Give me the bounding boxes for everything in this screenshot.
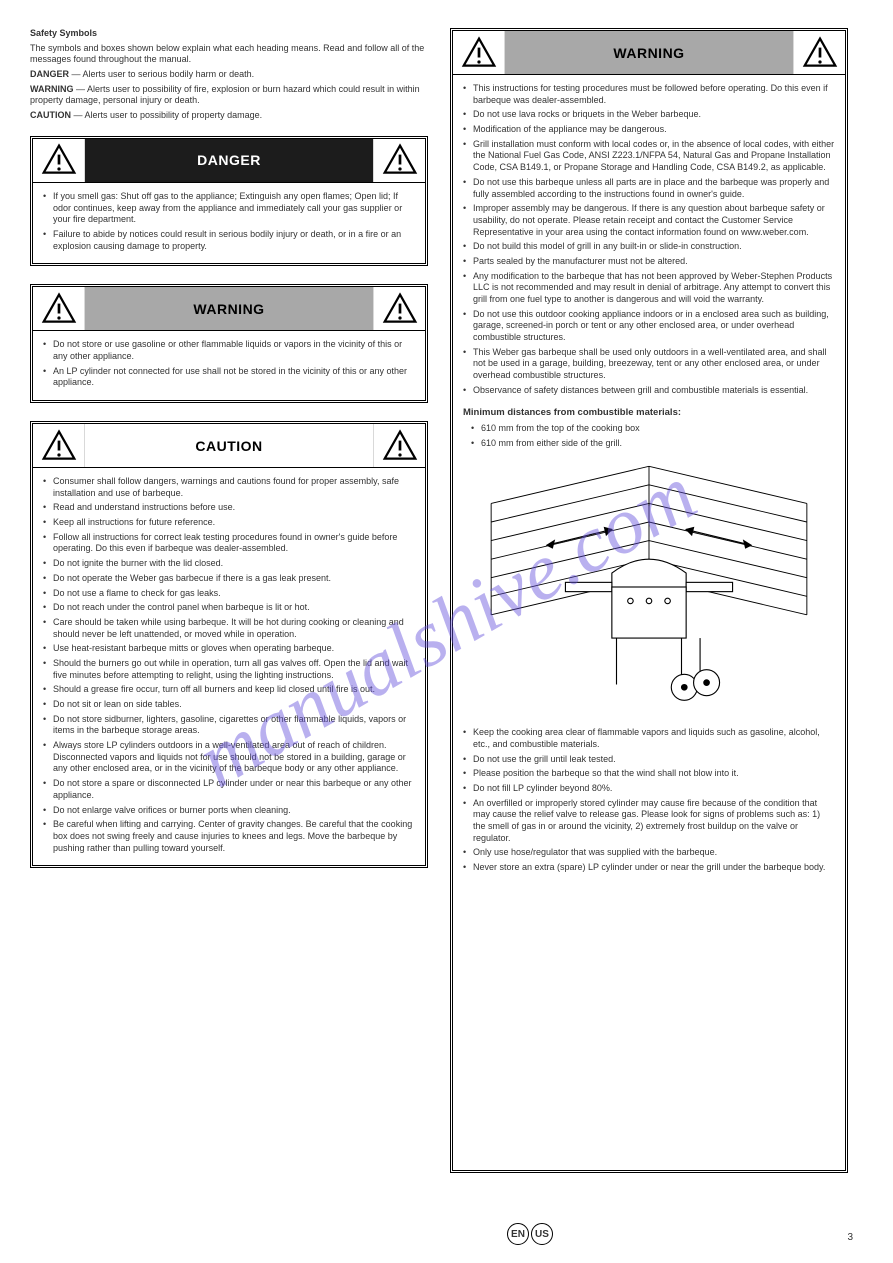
list-item: This instructions for testing procedures… [463,83,835,106]
danger-title: DANGER [85,139,373,182]
warning-small-body: Do not store or use gasoline or other fl… [33,331,425,389]
list-item: Should the burners go out while in opera… [43,658,415,681]
list-item: Improper assembly may be dangerous. If t… [463,203,835,238]
alert-icon-left [453,31,505,74]
list-item: Observance of safety distances between g… [463,385,835,397]
caution-box: CAUTION Consumer shall follow dangers, w… [30,421,428,868]
warning-triangle-icon [41,142,77,178]
list-item: Do not sit or lean on side tables. [43,699,415,711]
list-item: Consumer shall follow dangers, warnings … [43,476,415,499]
warning-large-title: WARNING [505,31,793,74]
warning-triangle-icon [41,291,77,327]
list-item: Use heat-resistant barbeque mitts or glo… [43,643,415,655]
warning-triangle-icon [461,35,497,71]
list-item: 610 mm from the top of the cooking box [471,423,835,435]
list-item: Read and understand instructions before … [43,502,415,514]
list-item: Do not use this outdoor cooking applianc… [463,309,835,344]
list-item: Do not store or use gasoline or other fl… [43,339,415,362]
page-number: 3 [847,1232,853,1243]
list-item: Please position the barbeque so that the… [463,768,835,780]
list-item: Never store an extra (spare) LP cylinder… [463,862,835,874]
list-item: Only use hose/regulator that was supplie… [463,847,835,859]
grill-clearance-diagram [479,457,819,717]
lang-badge-2: US [531,1223,553,1245]
warning-small-box: WARNING Do not store or use gasoline or … [30,284,428,403]
intro-line1: The symbols and boxes shown below explai… [30,43,428,66]
list-item: Follow all instructions for correct leak… [43,532,415,555]
danger-box: DANGER If you smell gas: Shut off gas to… [30,136,428,266]
warning-triangle-icon [802,35,838,71]
list-item: Do not use a flame to check for gas leak… [43,588,415,600]
list-item: Do not ignite the burner with the lid cl… [43,558,415,570]
intro-caution: CAUTION — Alerts user to possibility of … [30,110,428,122]
right-column: WARNING This instructions for testing pr… [450,28,848,1191]
warning-large-body: This instructions for testing procedures… [453,75,845,874]
alert-icon-left [33,424,85,467]
page-container: Safety Symbols The symbols and boxes sho… [0,0,893,1211]
alert-icon-left [33,287,85,330]
list-item: Keep the cooking area clear of flammable… [463,727,835,750]
list-item: Any modification to the barbeque that ha… [463,271,835,306]
list-item: This Weber gas barbeque shall be used on… [463,347,835,382]
alert-icon-right [793,31,845,74]
list-item: Do not store sidburner, lighters, gasoli… [43,714,415,737]
list-item: Do not enlarge valve orifices or burner … [43,805,415,817]
min-distances-label: Minimum distances from combustible mater… [463,407,835,419]
list-item: Always store LP cylinders outdoors in a … [43,740,415,775]
language-badges: EN US [507,1223,553,1245]
alert-icon-left [33,139,85,182]
warning-small-title: WARNING [85,287,373,330]
list-item: Do not reach under the control panel whe… [43,602,415,614]
intro-warning: WARNING — Alerts user to possibility of … [30,84,428,107]
list-item: Failure to abide by notices could result… [43,229,415,252]
list-item: Do not fill LP cylinder beyond 80%. [463,783,835,795]
warning-large-header: WARNING [453,31,845,75]
caution-body: Consumer shall follow dangers, warnings … [33,468,425,854]
list-item: Keep all instructions for future referen… [43,517,415,529]
warning-triangle-icon [382,428,418,464]
warning-large-box: WARNING This instructions for testing pr… [450,28,848,1173]
list-item: Be careful when lifting and carrying. Ce… [43,819,415,854]
list-item: Do not use this barbeque unless all part… [463,177,835,200]
danger-header: DANGER [33,139,425,183]
warning-triangle-icon [382,142,418,178]
left-column: Safety Symbols The symbols and boxes sho… [30,28,428,1191]
list-item: Modification of the appliance may be dan… [463,124,835,136]
intro-danger: DANGER — Alerts user to serious bodily h… [30,69,428,81]
list-item: 610 mm from either side of the grill. [471,438,835,450]
list-item: If you smell gas: Shut off gas to the ap… [43,191,415,226]
warning-triangle-icon [41,428,77,464]
lang-badge-1: EN [507,1223,529,1245]
caution-header: CAUTION [33,424,425,468]
intro-title: Safety Symbols [30,28,428,40]
list-item: Parts sealed by the manufacturer must no… [463,256,835,268]
intro-block: Safety Symbols The symbols and boxes sho… [30,28,428,122]
alert-icon-right [373,287,425,330]
list-item: Do not store a spare or disconnected LP … [43,778,415,801]
list-item: Do not operate the Weber gas barbecue if… [43,573,415,585]
list-item: Do not use the grill until leak tested. [463,754,835,766]
list-item: An overfilled or improperly stored cylin… [463,798,835,845]
list-item: Grill installation must conform with loc… [463,139,835,174]
warning-small-header: WARNING [33,287,425,331]
list-item: Care should be taken while using barbequ… [43,617,415,640]
list-item: Should a grease fire occur, turn off all… [43,684,415,696]
alert-icon-right [373,424,425,467]
list-item: An LP cylinder not connected for use sha… [43,366,415,389]
list-item: Do not use lava rocks or briquets in the… [463,109,835,121]
warning-triangle-icon [382,291,418,327]
list-item: Do not build this model of grill in any … [463,241,835,253]
danger-body: If you smell gas: Shut off gas to the ap… [33,183,425,252]
caution-title: CAUTION [85,424,373,467]
alert-icon-right [373,139,425,182]
